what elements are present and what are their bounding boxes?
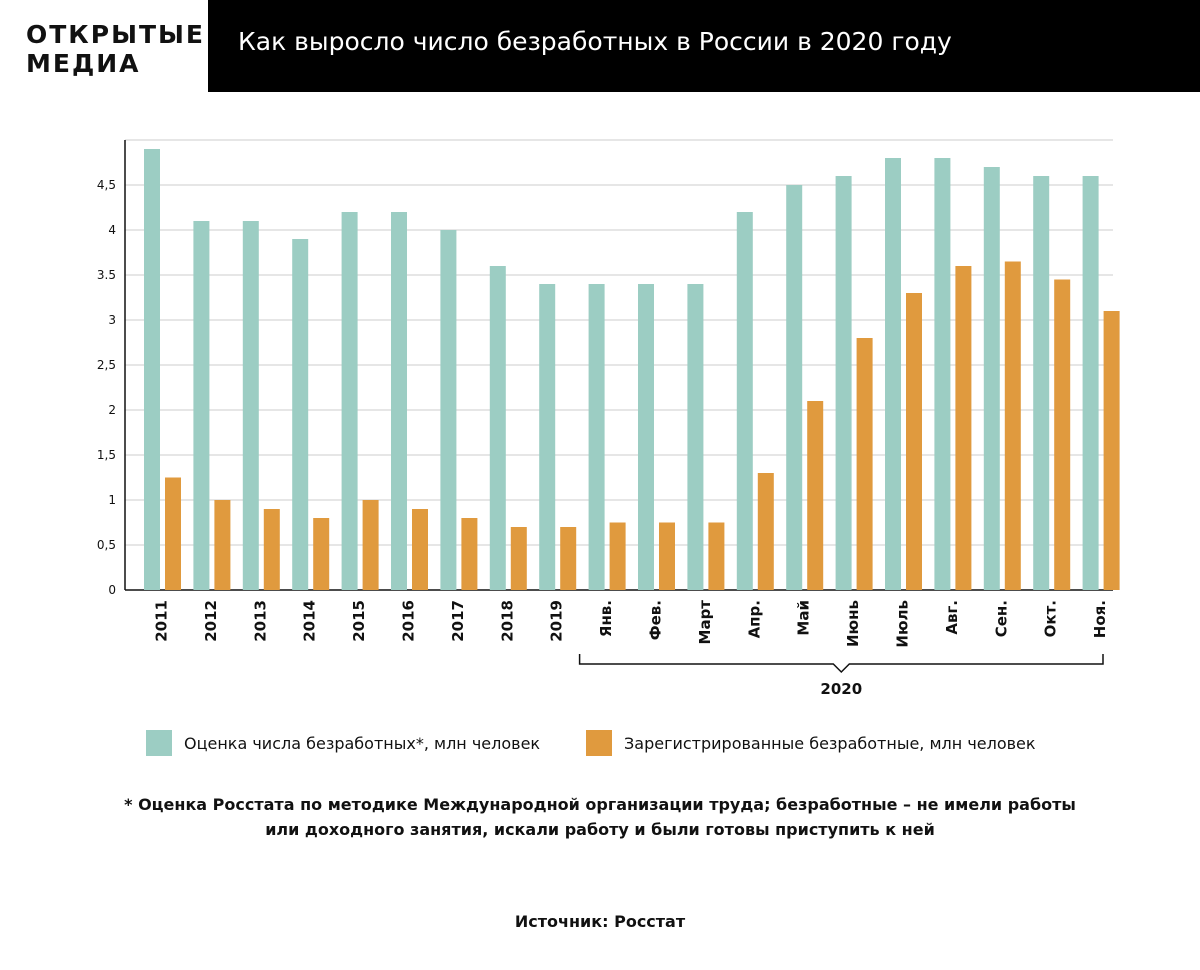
x-tick-label-5: 2016 [400, 600, 418, 642]
bar-registered-19 [1103, 311, 1120, 590]
bar-estimated-17 [983, 167, 1000, 590]
bar-registered-9 [609, 522, 626, 590]
legend-swatch-registered [586, 730, 612, 756]
bar-estimated-10 [638, 284, 654, 590]
bar-registered-6 [461, 518, 478, 590]
x-tick-label-4: 2015 [350, 600, 368, 642]
x-tick-label-8: 2019 [548, 600, 566, 642]
legend-label-estimated: Оценка числа безработных*, млн человек [184, 733, 541, 753]
x-tick-label-9: Янв. [597, 600, 615, 637]
bar-registered-3 [313, 518, 330, 590]
bar-registered-16 [955, 266, 972, 590]
x-tick-label-1: 2012 [202, 600, 220, 642]
x-tick-label-7: 2018 [498, 600, 516, 642]
group-label-2020: 2020 [820, 680, 862, 698]
x-tick-label-15: Июль [894, 600, 912, 648]
y-tick-label-5: 2,5 [97, 358, 116, 372]
legend: Оценка числа безработных*, млн человек З… [0, 730, 1200, 760]
footnote: * Оценка Росстата по методике Международ… [0, 792, 1200, 842]
chart-title: Как выросло число безработных в России в… [238, 27, 952, 56]
bar-estimated-8 [539, 284, 556, 590]
x-tick-label-19: Ноя. [1091, 600, 1109, 638]
bar-registered-5 [412, 509, 428, 590]
y-tick-label-8: 4 [108, 223, 116, 237]
bar-estimated-15 [885, 158, 901, 590]
bar-registered-14 [856, 338, 873, 590]
bar-registered-11 [708, 522, 725, 590]
bar-registered-17 [1004, 261, 1021, 590]
x-tick-label-10: Фев. [647, 600, 665, 640]
bar-estimated-12 [736, 212, 753, 590]
source-note: Источник: Росстат [514, 912, 686, 931]
logo-line-2: МЕДИА [26, 49, 141, 78]
bar-estimated-19 [1082, 176, 1099, 590]
bar-registered-10 [659, 522, 675, 590]
logo: ОТКРЫТЫЕ МЕДИА [26, 20, 205, 78]
y-tick-label-3: 1,5 [97, 448, 116, 462]
footnote-line-1: * Оценка Росстата по методике Международ… [124, 795, 1076, 814]
bar-registered-18 [1054, 279, 1071, 590]
y-tick-label-4: 2 [108, 403, 116, 417]
bar-estimated-3 [292, 239, 309, 590]
title-bar: Как выросло число безработных в России в… [208, 0, 1200, 92]
bar-registered-15 [906, 293, 922, 590]
x-tick-label-14: Июнь [844, 600, 862, 647]
x-tick-label-18: Окт. [1042, 600, 1060, 637]
x-tick-label-13: Май [795, 600, 813, 636]
footnote-line-2: или доходного занятия, искали работу и б… [265, 820, 935, 839]
y-tick-label-6: 3 [108, 313, 116, 327]
legend-label-registered: Зарегистрированные безработные, млн чело… [624, 733, 1036, 753]
y-tick-label-7: 3.5 [97, 268, 116, 282]
bar-estimated-13 [786, 185, 803, 590]
bar-estimated-5 [391, 212, 407, 590]
x-tick-label-6: 2017 [449, 600, 467, 642]
bar-estimated-4 [341, 212, 358, 590]
group-bracket-2020 [578, 654, 1104, 674]
y-tick-label-0: 0 [108, 583, 116, 597]
bar-estimated-18 [1033, 176, 1050, 590]
bar-registered-7 [510, 527, 527, 590]
x-tick-label-11: Март [696, 600, 714, 645]
x-tick-label-16: Авг. [943, 600, 961, 635]
legend-swatch-estimated [146, 730, 172, 756]
bar-estimated-0 [144, 149, 160, 590]
bar-estimated-1 [193, 221, 210, 590]
bar-registered-1 [214, 500, 231, 590]
bar-estimated-9 [588, 284, 605, 590]
x-tick-label-17: Сен. [992, 600, 1010, 637]
bar-registered-8 [560, 527, 577, 590]
bar-registered-13 [807, 401, 824, 590]
bar-registered-12 [757, 473, 774, 590]
bar-estimated-14 [835, 176, 852, 590]
bar-registered-2 [263, 509, 280, 590]
bar-estimated-7 [489, 266, 506, 590]
bar-registered-4 [362, 500, 379, 590]
legend-item-estimated: Оценка числа безработных*, млн человек [146, 730, 540, 756]
x-tick-label-2: 2013 [251, 600, 269, 642]
x-tick-label-0: 2011 [153, 600, 171, 642]
bar-estimated-2 [242, 221, 259, 590]
bar-registered-0 [165, 477, 181, 590]
x-tick-label-12: Апр. [745, 600, 763, 638]
bar-chart: 0 0,5 1 1,5 2 2,5 3 3.5 4 4,5 2011 2012 2013 2014 2015… [97, 139, 1120, 698]
y-tick-label-1: 0,5 [97, 538, 116, 552]
legend-item-registered: Зарегистрированные безработные, млн чело… [586, 730, 1036, 756]
x-tick-label-3: 2014 [301, 600, 319, 642]
bar-estimated-16 [934, 158, 951, 590]
y-tick-label-2: 1 [108, 493, 116, 507]
bar-estimated-11 [687, 284, 704, 590]
logo-line-1: ОТКРЫТЫЕ [26, 20, 206, 49]
y-tick-label-9: 4,5 [97, 178, 116, 192]
bar-estimated-6 [440, 230, 457, 590]
